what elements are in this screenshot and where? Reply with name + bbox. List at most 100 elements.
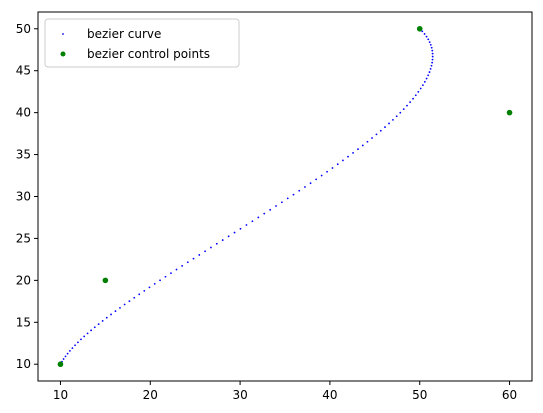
bezier-curve-point [170, 272, 172, 275]
bezier-curve-point [421, 84, 424, 87]
bezier-curve-point [93, 326, 96, 329]
bezier-curve-point [429, 44, 432, 46]
bezier-curve-point [352, 152, 354, 154]
bezier-curve-point [428, 71, 431, 73]
bezier-curve-point [66, 352, 69, 355]
bezier-curve-point [371, 137, 373, 139]
bezier-curve-point [105, 316, 108, 319]
bezier-curve-point [431, 52, 434, 55]
control-point [416, 25, 423, 32]
bezier-curve-point [215, 242, 218, 245]
bezier-curve-point [164, 275, 167, 278]
bezier-curve-point [138, 293, 141, 296]
bezier-curve-point [286, 197, 289, 200]
bezier-curve-point [392, 118, 394, 121]
marks-layer [57, 25, 513, 368]
control-point [57, 361, 64, 368]
bezier-curve-point [425, 35, 428, 38]
bezier-curve-point [90, 329, 92, 332]
bezier-curve-point [221, 239, 224, 241]
bezier-curve-point [423, 80, 426, 83]
bezier-curve-point [298, 189, 301, 192]
bezier-curve-point [110, 313, 112, 316]
bezier-curve-point [175, 268, 178, 271]
bezier-curve-point [97, 323, 100, 325]
bezier-curve-point [257, 216, 260, 219]
bezier-curve-point [430, 46, 433, 49]
bezier-curve-point [304, 186, 306, 188]
y-tick-label: 15 [16, 315, 31, 329]
bezier-curve-point [143, 289, 146, 292]
bezier-curve-point [275, 205, 277, 207]
y-tick-label: 20 [16, 273, 31, 287]
x-tick-label: 10 [53, 388, 68, 402]
bezier-curve-point [181, 265, 184, 267]
bezier-curve-point [431, 49, 434, 52]
bezier-curve-point [192, 257, 195, 260]
bezier-curve-point [361, 144, 364, 147]
bezier-curve-point [427, 74, 430, 77]
bezier-curve-point [428, 41, 431, 43]
legend-marker-bezier-curve [62, 33, 64, 35]
bezier-curve-point [233, 231, 236, 234]
control-point [102, 277, 109, 284]
bezier-curve-point [239, 227, 242, 230]
axes-frame [37, 11, 533, 382]
bezier-curve-point [414, 94, 417, 97]
bezier-curve-point [309, 182, 312, 185]
bezier-curve-point [427, 38, 430, 41]
bezier-curve-point [402, 108, 405, 111]
bezier-curve-point [366, 140, 369, 143]
bezier-curve-point [86, 332, 89, 335]
y-tick-label: 40 [16, 106, 31, 120]
bezier-curve-point [425, 77, 428, 80]
bezier-curve-point [395, 115, 398, 118]
bezier-curve-point [227, 235, 230, 238]
bezier-curve-point [198, 254, 201, 256]
legend-label-bezier-curve: bezier curve [87, 27, 161, 41]
bezier-curve-point [384, 126, 386, 128]
bezier-curve-point [431, 58, 434, 61]
bezier-curve-point [315, 178, 318, 181]
y-tick-label: 10 [16, 357, 31, 371]
bezier-curve-point [123, 303, 126, 306]
legend-box [44, 18, 240, 68]
bezier-curve-point [77, 341, 79, 344]
x-tick-label: 60 [502, 388, 517, 402]
bezier-curve-point [69, 350, 71, 352]
bezier-curve-point [114, 310, 117, 313]
y-tick-label: 25 [16, 231, 31, 245]
y-tick-label: 30 [16, 190, 31, 204]
y-tick-label: 45 [16, 64, 31, 78]
bezier-curve-point [399, 111, 402, 114]
bezier-curve-point [347, 155, 349, 158]
bezier-curve-point [186, 261, 189, 264]
bezier-curve-point [336, 163, 339, 166]
bezier-curve-point [251, 220, 254, 223]
bezier-curve-point [74, 344, 76, 347]
bezier-curve-point [80, 338, 82, 341]
bezier-curve-point [388, 122, 390, 125]
x-tick-label: 40 [322, 388, 337, 402]
bezier-curve-point [412, 97, 414, 100]
bezier-curve-point [101, 320, 104, 322]
y-tick-label: 50 [16, 22, 31, 36]
bezier-curve-point [430, 64, 433, 67]
bezier-curve-point [280, 201, 283, 204]
bezier-curve-point [64, 355, 67, 358]
legend: bezier curve bezier control points [44, 18, 240, 68]
bezier-curve-point [133, 296, 136, 299]
bezier-curve-point [331, 167, 334, 169]
bezier-curve-point [153, 282, 156, 285]
bezier-curve-point [320, 174, 323, 177]
bezier-curve-point [83, 335, 86, 338]
bezier-curve-point [421, 30, 424, 33]
bezier-curve-point [269, 208, 272, 211]
legend-label-control-points: bezier control points [87, 47, 210, 61]
bezier-curve-point [148, 286, 151, 289]
bezier-curve-point [159, 279, 161, 282]
bezier-curve-point [263, 212, 266, 215]
bezier-curve-point [119, 306, 121, 309]
